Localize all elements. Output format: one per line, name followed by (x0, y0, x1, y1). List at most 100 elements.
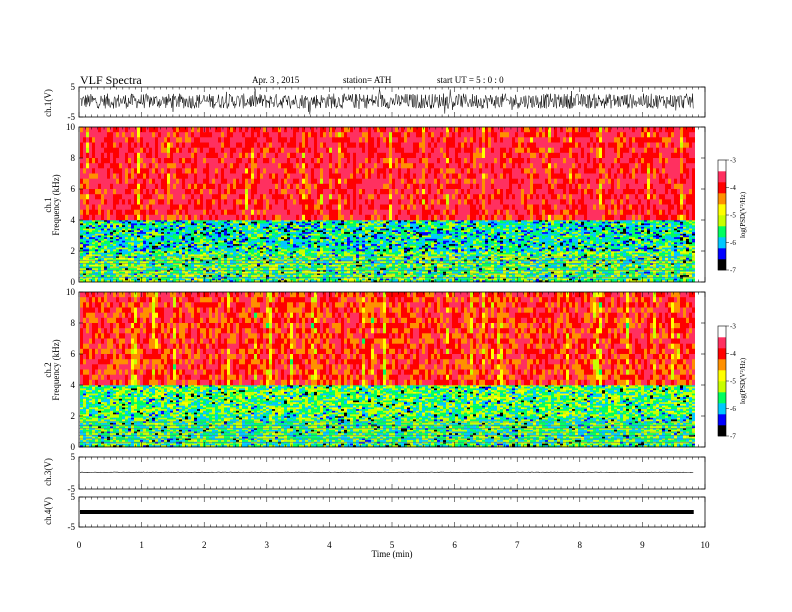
ch1spec-psd-cell (191, 152, 194, 159)
ch1spec-psd-cell (341, 223, 344, 226)
ch1spec-psd-cell (275, 242, 278, 245)
ch1spec-psd-cell (248, 137, 251, 143)
ch1spec-psd-cell (140, 225, 143, 228)
ch1spec-psd-cell (200, 226, 203, 229)
ch1spec-psd-cell (314, 225, 317, 228)
ch1spec-psd-cell (140, 189, 143, 195)
ch1spec-psd-cell (92, 204, 95, 210)
ch1spec-psd-cell (287, 247, 290, 250)
ch1spec-psd-cell (149, 233, 152, 236)
ch1spec-psd-cell (269, 226, 272, 229)
ch1spec-psd-cell (176, 238, 179, 241)
ch1spec-psd-cell (191, 204, 194, 210)
ch1spec-psd-cell (326, 220, 329, 222)
ch1spec-psd-cell (281, 199, 284, 205)
ch1spec-psd-cell (239, 275, 242, 278)
ch1spec-psd-cell (275, 221, 278, 224)
ch1spec-psd-cell (155, 278, 158, 281)
ch1spec-psd-cell (308, 268, 311, 271)
ch1spec-psd-cell (152, 204, 155, 210)
ch1spec-psd-cell (155, 238, 158, 241)
ch1spec-psd-cell (224, 247, 227, 250)
ch1spec-psd-cell (299, 127, 302, 133)
ch1spec-psd-cell (263, 257, 266, 260)
ch1spec-psd-cell (218, 264, 221, 267)
ch1spec-psd-cell (83, 251, 86, 253)
ch1spec-psd-cell (170, 232, 173, 235)
ch1spec-psd-cell (236, 214, 239, 221)
ch1spec-psd-cell (167, 264, 170, 267)
ch1spec-psd-cell (245, 242, 248, 245)
ch1spec-psd-cell (170, 194, 173, 200)
ch1spec-psd-cell (146, 204, 149, 210)
ch1spec-psd-cell (215, 233, 218, 236)
ch1spec-psd-cell (239, 252, 242, 255)
ch1spec-psd-cell (302, 163, 305, 169)
ch1spec-psd-cell (251, 273, 254, 276)
ch1spec-psd-cell (80, 232, 83, 235)
ch1spec-psd-cell (254, 199, 257, 205)
ch1spec-psd-cell (122, 147, 125, 154)
ch1spec-psd-cell (251, 259, 254, 262)
ch1spec-psd-cell (263, 268, 266, 271)
ch1spec-psd-cell (200, 137, 203, 143)
ch1spec-psd-cell (164, 254, 167, 257)
ch1spec-psd-cell (107, 252, 110, 255)
ch1spec-psd-cell (107, 263, 110, 266)
ch1spec-psd-cell (341, 230, 344, 233)
ch1spec-psd-cell (176, 263, 179, 266)
ch1spec-psd-cell (173, 257, 176, 260)
ch1spec-psd-cell (170, 158, 173, 164)
ch1spec-psd-cell (113, 240, 116, 243)
ch1spec-psd-cell (221, 268, 224, 271)
ch1spec-psd-cell (245, 178, 248, 185)
ch1spec-psd-cell (341, 254, 344, 257)
ch1spec-psd-cell (275, 249, 278, 252)
ch1spec-psd-cell (245, 235, 248, 238)
ch1spec-psd-cell (254, 204, 257, 210)
ch1spec-psd-cell (128, 235, 131, 238)
ch1spec-psd-cell (209, 132, 212, 138)
ch1spec-psd-cell (149, 178, 152, 185)
ch1spec-psd-cell (218, 209, 221, 216)
ch1spec-psd-cell (98, 127, 101, 133)
ch1spec-psd-cell (194, 261, 197, 264)
ch1spec-psd-cell (233, 132, 236, 138)
ch1spec-psd-cell (251, 142, 254, 148)
ch1spec-psd-cell (218, 257, 221, 260)
ch1spec-psd-cell (191, 209, 194, 216)
ch1spec-psd-cell (251, 214, 254, 221)
ch1spec-psd-cell (209, 238, 212, 241)
ch1spec-psd-cell (269, 221, 272, 224)
ch1spec-psd-cell (89, 142, 92, 148)
ch1spec-psd-cell (290, 245, 293, 248)
ch1spec-psd-cell (188, 173, 191, 179)
ch1spec-psd-cell (272, 245, 275, 248)
ch1spec-psd-cell (233, 238, 236, 241)
ch1spec-psd-cell (203, 228, 206, 231)
ch1spec-psd-cell (179, 147, 182, 154)
ch1spec-psd-cell (299, 158, 302, 164)
ch1spec-psd-cell (326, 168, 329, 174)
ch1spec-psd-cell (329, 173, 332, 179)
ch1spec-psd-cell (83, 276, 86, 279)
ch1spec-psd-cell (257, 142, 260, 148)
ch1spec-psd-cell (242, 204, 245, 210)
ch1spec-psd-cell (236, 173, 239, 179)
ch1spec-psd-cell (272, 189, 275, 195)
ch1spec-psd-cell (338, 199, 341, 205)
ch1spec-psd-cell (236, 209, 239, 216)
ch1spec-psd-cell (134, 221, 137, 224)
ch1spec-psd-cell (161, 142, 164, 148)
ch1spec-psd-cell (290, 237, 293, 240)
ch1spec-psd-cell (293, 214, 296, 221)
ch1spec-psd-cell (143, 251, 146, 253)
ch1spec-psd-cell (329, 264, 332, 267)
ch1spec-psd-cell (134, 256, 137, 259)
ch1spec-psd-cell (293, 238, 296, 241)
ch1spec-psd-cell (89, 147, 92, 154)
ch1spec-psd-cell (311, 204, 314, 210)
ch1spec-psd-cell (302, 235, 305, 238)
ch1spec-psd-cell (167, 226, 170, 229)
ch1spec-psd-cell (173, 183, 176, 190)
